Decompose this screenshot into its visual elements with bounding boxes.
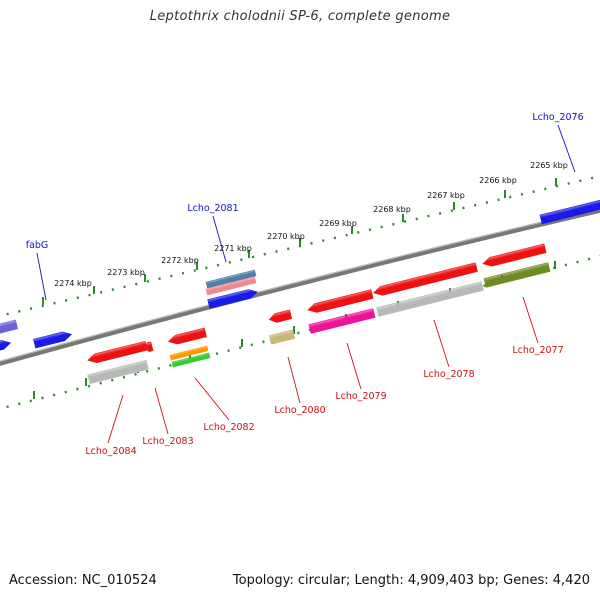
gene-label: Lcho_2079 [335, 391, 386, 402]
gene-lcho2081-steel [205, 269, 257, 289]
gene-lcho2082-red-shape [167, 327, 207, 345]
gene-left-edge-purple [0, 319, 19, 337]
callout-line [433, 319, 450, 368]
scale-label: 2268 kbp [373, 205, 411, 214]
gene-label: Lcho_2076 [532, 112, 583, 123]
gene-lcho2083-shape [145, 341, 154, 352]
callout-line [346, 342, 362, 390]
gene-label: fabG [26, 240, 49, 251]
gene-lcho2081-shape [207, 289, 258, 309]
gene-lcho2078-red [372, 262, 478, 296]
gene-lcho2077-red [482, 243, 547, 267]
gene-lcho2079-pink [308, 308, 376, 334]
genome-backbone-highlight [0, 207, 600, 362]
gene-lcho2079-red-shape [307, 289, 374, 313]
callout-line [212, 215, 227, 263]
gene-lcho2084-gray [87, 360, 149, 384]
callout-line [287, 356, 301, 404]
gene-lcho2080-khaki-shape [268, 329, 296, 345]
callout-line [36, 252, 47, 301]
callout-line [194, 377, 230, 421]
scale-label: 2273 kbp [107, 268, 145, 277]
gene-lcho2081 [207, 289, 258, 309]
callout-line [522, 296, 539, 344]
gene-left-edge-purple-shape [0, 319, 19, 337]
callout-line [154, 387, 169, 435]
gene-lcho2081-steel-shape [205, 269, 257, 289]
gene-label: Lcho_2084 [85, 446, 136, 457]
genome-info-text: Topology: circular; Length: 4,909,403 bp… [232, 573, 590, 588]
accession-text: Accession: NC_010524 [9, 573, 157, 588]
gene-lcho2081-salmon-shape [205, 276, 257, 296]
gene-lcho2082-red [167, 327, 207, 345]
gene-lcho2083 [145, 341, 154, 352]
gene-lcho2084-red-shape [87, 341, 148, 363]
gene-label: Lcho_2082 [203, 422, 254, 433]
gene-lcho2082-orange-shape [169, 345, 209, 361]
gene-lcho2079-red [307, 289, 374, 313]
gene-lcho2076 [539, 199, 600, 225]
gene-fabg [33, 331, 73, 349]
scale-label: 2265 kbp [530, 161, 568, 170]
gene-label: Lcho_2081 [187, 203, 238, 214]
gene-lcho2082-orange [169, 345, 209, 361]
scale-label: 2267 kbp [427, 191, 465, 200]
gene-lcho2081-salmon [205, 276, 257, 296]
gene-left-edge-blue-shape [0, 340, 12, 356]
gene-lcho2077-olive-shape [483, 262, 551, 288]
scale-label: 2269 kbp [319, 219, 357, 228]
scale-label: 2271 kbp [214, 244, 252, 253]
gene-lcho2076-shape [539, 199, 600, 225]
scale-label: 2266 kbp [479, 176, 517, 185]
gene-lcho2078-red-shape [372, 262, 478, 296]
gene-lcho2080-khaki [268, 329, 296, 345]
gene-lcho2078-gray-shape [376, 281, 484, 317]
gene-label: Lcho_2078 [423, 369, 474, 380]
genome-title: Leptothrix cholodnii SP-6, complete geno… [149, 9, 451, 24]
callout-line [107, 394, 124, 444]
gene-lcho2078-gray [376, 281, 484, 317]
gene-lcho2082-green-shape [171, 352, 211, 368]
gene-lcho2084-red [87, 341, 148, 363]
gene-lcho2080-red [268, 309, 293, 323]
gene-lcho2077-olive [483, 262, 551, 288]
callout-line [557, 124, 576, 173]
gene-label: Lcho_2083 [142, 436, 193, 447]
gene-lcho2077-red-shape [482, 243, 547, 267]
gene-fabg-shape [33, 331, 73, 349]
gene-label: Lcho_2080 [274, 405, 325, 416]
gene-lcho2084-gray-shape [87, 360, 149, 384]
gene-lcho2079-pink-shape [308, 308, 376, 334]
scale-label: 2272 kbp [161, 256, 199, 265]
scale-label: 2270 kbp [267, 232, 305, 241]
gene-label: Lcho_2077 [512, 345, 563, 356]
gene-lcho2082-green [171, 352, 211, 368]
genome-backbone [0, 207, 600, 366]
scale-label: 2274 kbp [54, 279, 92, 288]
gene-left-edge-blue [0, 340, 12, 356]
gene-lcho2080-red-shape [268, 309, 293, 323]
